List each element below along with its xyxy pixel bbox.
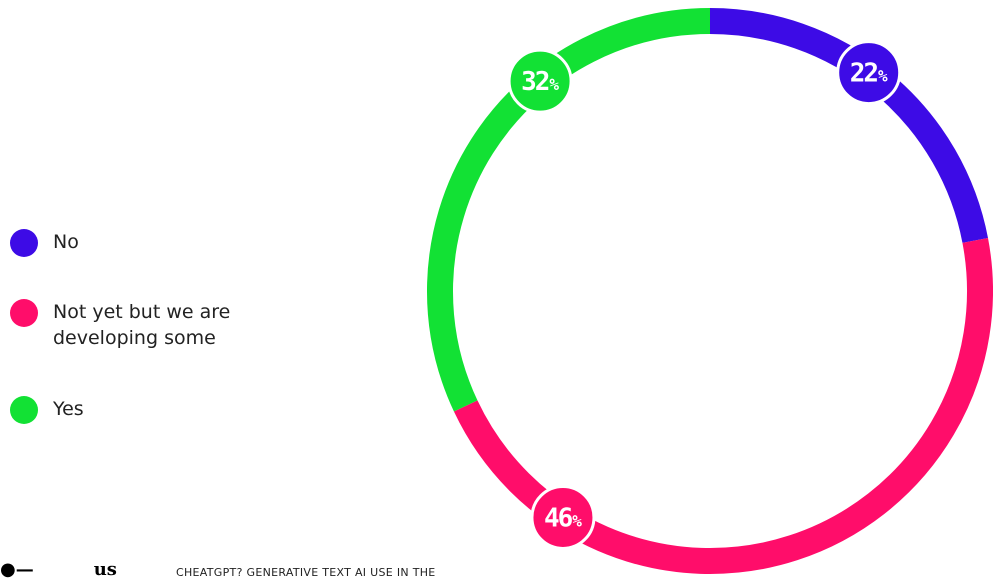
donut-slice-yes <box>427 8 711 412</box>
publisher-logo: ●— us <box>0 559 117 578</box>
legend-item-not-yet: Not yet but we are developing some <box>10 299 288 351</box>
value-badge-circle <box>530 484 596 550</box>
data-label-percent: % <box>549 75 559 94</box>
data-label-value: 32 <box>521 67 549 97</box>
legend-swatch-no <box>10 229 38 257</box>
value-badge-yes: 32% <box>507 48 573 114</box>
data-label-percent: % <box>878 67 888 86</box>
value-badge-circle <box>507 48 573 114</box>
data-label-yes: 32% <box>521 67 559 97</box>
data-label-percent: % <box>572 511 582 530</box>
footer-caption: CHEATGPT? GENERATIVE TEXT AI USE IN THE <box>176 566 436 579</box>
data-label-value: 46 <box>544 503 573 533</box>
legend-label-yes: Yes <box>53 398 84 420</box>
data-label-not-yet-but-we-are-developing-some: 46% <box>544 503 582 533</box>
legend-item-no: No <box>10 229 288 257</box>
data-label-no: 22% <box>850 59 888 89</box>
legend-label-no: No <box>53 231 79 253</box>
legend-label-not-yet: Not yet but we are developing some <box>53 301 231 349</box>
logo-text: us <box>93 559 117 578</box>
legend-swatch-not-yet <box>10 299 38 327</box>
legend-item-yes: Yes <box>10 396 288 424</box>
value-badge-circle <box>836 40 902 106</box>
value-badge-not-yet-but-we-are-developing-some: 46% <box>530 484 596 550</box>
data-label-value: 22 <box>850 59 878 89</box>
legend-swatch-yes <box>10 396 38 424</box>
value-badge-no: 22% <box>836 40 902 106</box>
logo-mark-icon: ●— <box>0 559 34 578</box>
